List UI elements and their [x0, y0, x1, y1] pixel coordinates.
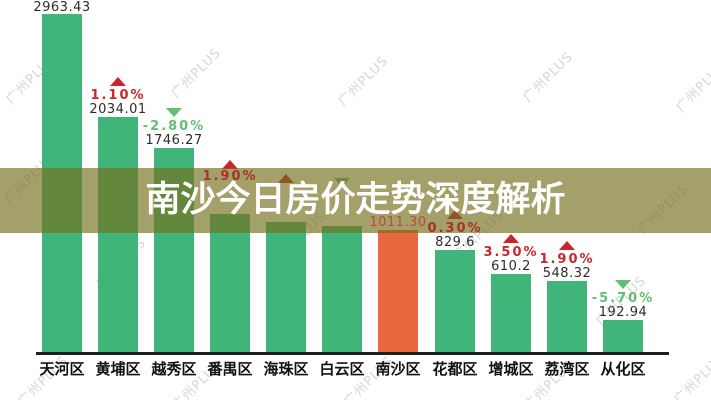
- bar-value-label: 829.6: [435, 234, 475, 250]
- bar-change-label: 1.90%: [202, 169, 258, 185]
- watermark-text: 广州PLUS: [671, 351, 711, 400]
- watermark-text: 广州PLUS: [520, 49, 577, 106]
- x-axis-label: 从化区: [600, 360, 646, 378]
- x-axis-label: 荔湾区: [544, 360, 590, 378]
- down-arrow-icon: [166, 108, 182, 118]
- bar-value-label: 2963.43: [33, 0, 91, 15]
- bar-花都区: [435, 249, 475, 353]
- x-axis-label: 白云区: [319, 360, 365, 378]
- bar-白云区: [322, 226, 362, 353]
- up-arrow-icon: [110, 76, 126, 86]
- up-arrow-icon: [503, 233, 519, 243]
- bar-change-label: 1.10%: [90, 87, 146, 103]
- bar-value-label: 2034.01: [89, 101, 147, 117]
- x-axis-label: 增城区: [488, 360, 534, 378]
- bar-增城区: [491, 273, 531, 353]
- watermark-text: 广州PLUS: [335, 53, 392, 110]
- bar-change-label: -5.70%: [591, 290, 655, 306]
- bar-从化区: [603, 319, 643, 353]
- title-banner: [0, 168, 711, 233]
- x-axis-label: 越秀区: [151, 360, 197, 378]
- x-axis-label: 海珠区: [263, 360, 309, 378]
- down-arrow-icon: [615, 279, 631, 289]
- x-axis-line: [36, 352, 669, 355]
- bar-value-label: 1746.27: [145, 133, 203, 149]
- up-arrow-icon: [559, 240, 575, 250]
- bar-海珠区: [266, 221, 306, 353]
- up-arrow-icon: [222, 160, 238, 169]
- bar-change-label: 0.30%: [427, 220, 483, 236]
- bar-南沙区: [378, 229, 418, 353]
- page-title: 南沙今日房价走势深度解析: [145, 180, 566, 220]
- bar-荔湾区: [547, 280, 587, 353]
- x-axis-label: 番禺区: [207, 360, 253, 378]
- bar-change-label: 1.90%: [539, 251, 595, 267]
- x-axis-label: 花都区: [432, 360, 478, 378]
- bar-value-label: 610.2: [491, 258, 531, 274]
- x-axis-label: 天河区: [39, 360, 85, 378]
- bar-change-label: 3.50%: [483, 244, 539, 260]
- x-axis-label: 黄埔区: [95, 360, 141, 378]
- bar-value-label: 192.94: [598, 304, 648, 320]
- watermark-text: 广州PLUS: [673, 59, 711, 116]
- bar-value-label: 1011.30: [369, 214, 427, 230]
- bar-value-label: 548.32: [542, 265, 592, 281]
- bar-黄埔区: [98, 116, 138, 353]
- watermark-text: 广州PLUS: [168, 45, 225, 102]
- x-axis-label: 南沙区: [375, 360, 421, 378]
- bar-番禺区: [210, 214, 250, 353]
- bar-change-label: -2.80%: [142, 119, 206, 135]
